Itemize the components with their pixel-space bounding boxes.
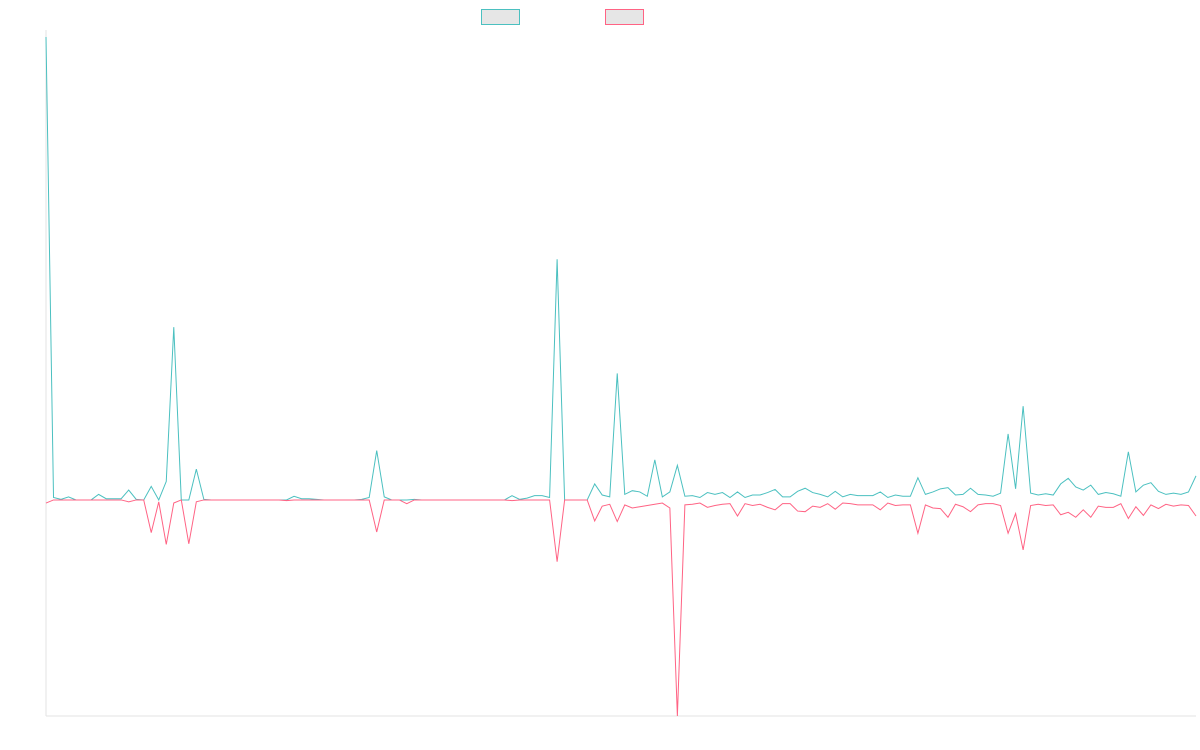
legend-swatch-series-2[interactable] bbox=[605, 9, 644, 25]
series-group bbox=[45, 36, 1197, 717]
series-1-line[interactable] bbox=[45, 36, 1197, 502]
series-2-line[interactable] bbox=[45, 499, 1197, 717]
legend-swatch-series-1[interactable] bbox=[481, 9, 520, 25]
